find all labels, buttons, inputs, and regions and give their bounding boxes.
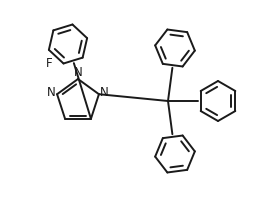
Text: N: N [47, 86, 56, 99]
Text: N: N [100, 86, 109, 99]
Text: F: F [46, 57, 53, 70]
Text: N: N [74, 66, 82, 80]
